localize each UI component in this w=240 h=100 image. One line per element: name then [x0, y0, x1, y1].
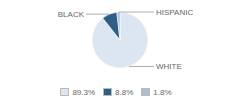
- svg-text:BLACK: BLACK: [58, 10, 85, 19]
- html-text:1.8%: 1.8%: [153, 87, 172, 97]
- html-text:8.8%: 8.8%: [115, 87, 134, 97]
- svg-text:WHITE: WHITE: [156, 62, 182, 71]
- svg-text:HISPANIC: HISPANIC: [156, 8, 193, 17]
- html-text:89.3%: 89.3%: [72, 87, 96, 97]
